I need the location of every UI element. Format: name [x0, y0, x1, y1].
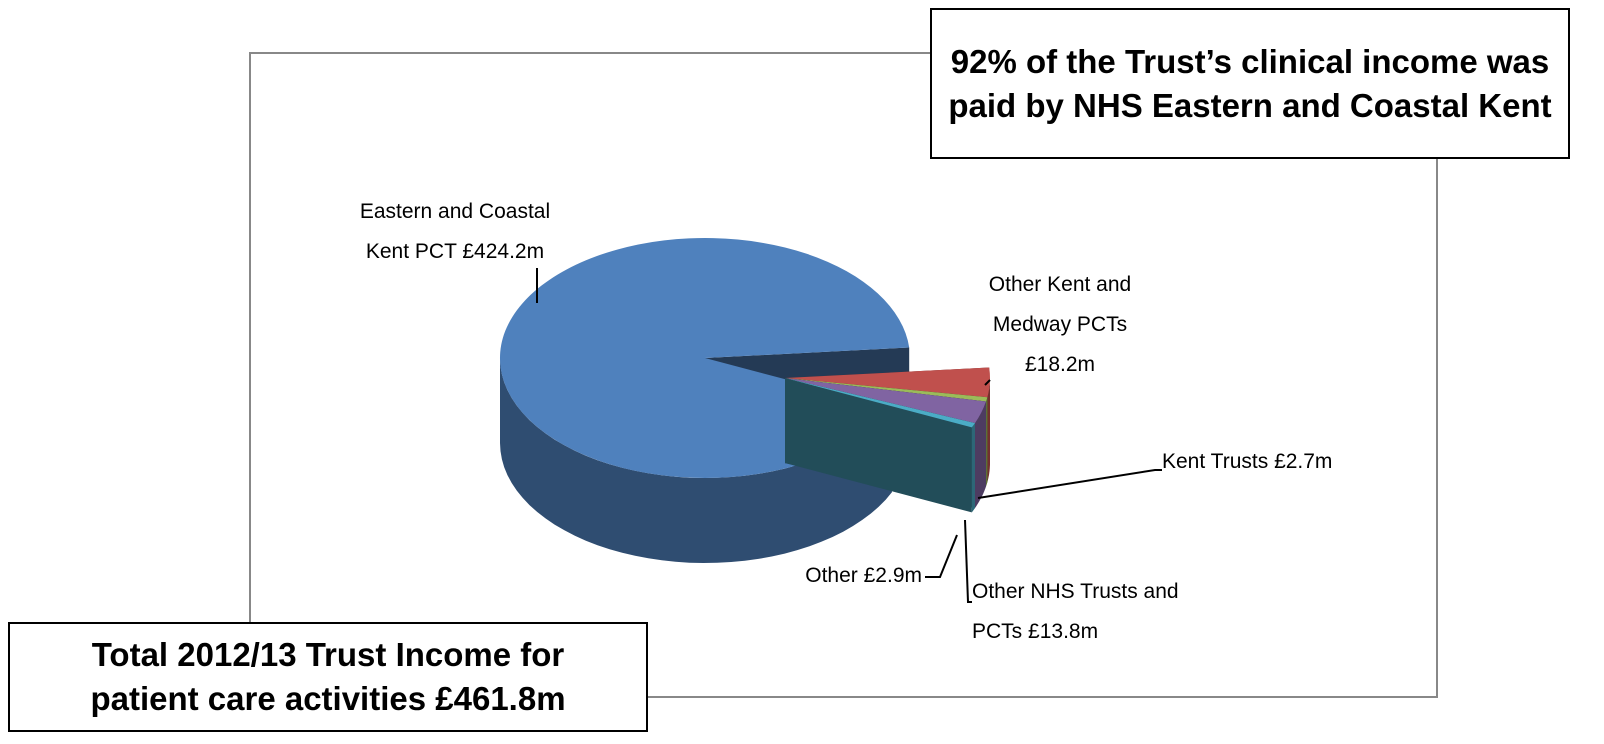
slice-top [785, 367, 991, 398]
slice-side [971, 423, 975, 513]
slice-label: Other £2.9m [780, 556, 922, 596]
slice-label: Eastern and Coastal Kent PCT £424.2m [345, 192, 565, 272]
slice-side [975, 401, 986, 509]
annotation: 92% of the Trust’s clinical income was p… [948, 42, 1552, 124]
category-label: Eastern and Coastal Kent PCT [359, 200, 551, 263]
annotation: Total 2012/13 Trust Income for patient c… [90, 636, 566, 717]
leader-line [984, 379, 991, 386]
slice-side [500, 358, 892, 563]
slice-side [987, 378, 990, 483]
slice-label: Other Kent and Medway PCTs £18.2m [970, 265, 1150, 385]
value-label: £424.2m [462, 240, 545, 263]
value-label: £18.2m [1024, 353, 1096, 376]
slice-top [785, 378, 988, 402]
slice-side [986, 397, 988, 487]
leader-line [925, 534, 958, 578]
category-label: Kent Trusts [1162, 450, 1269, 473]
category-label: Other [805, 564, 858, 587]
annotation-box: 92% of the Trust’s clinical income was p… [930, 8, 1570, 159]
slice-top [785, 378, 975, 428]
value-label: £13.8m [1028, 620, 1099, 643]
value-label: £2.7m [1274, 450, 1333, 473]
slice-side [785, 378, 972, 513]
annotation-box: Total 2012/13 Trust Income for patient c… [8, 622, 648, 732]
slice-label: Kent Trusts £2.7m [1162, 442, 1332, 482]
slice-label: Other NHS Trusts and PCTs £13.8m [972, 572, 1202, 652]
leader-line [964, 519, 972, 603]
leader-line [977, 469, 1162, 499]
category-label: Other NHS Trusts and PCTs [972, 580, 1179, 643]
pie-slice [785, 378, 975, 513]
slice-top [785, 378, 986, 424]
category-label: Other Kent and Medway PCTs [988, 273, 1132, 336]
value-label: £2.9m [863, 564, 922, 587]
